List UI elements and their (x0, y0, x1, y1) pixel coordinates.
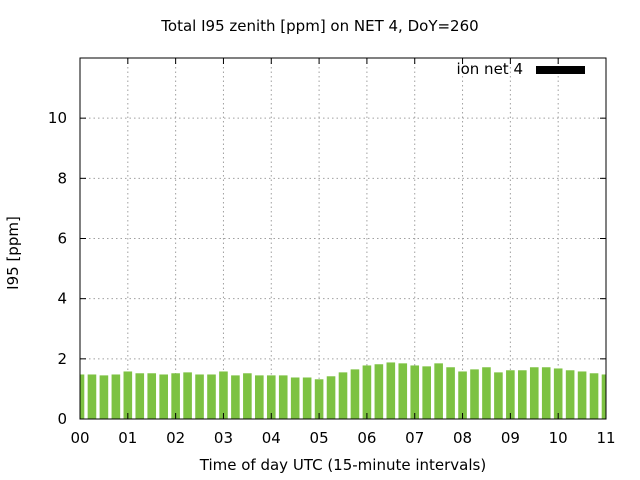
bar (290, 377, 300, 419)
bar (470, 369, 479, 419)
bar (482, 367, 491, 419)
bar (159, 374, 168, 419)
x-tick-label: 08 (453, 429, 472, 447)
legend-label: ion net 4 (456, 60, 523, 78)
y-axis-label: I95 [ppm] (4, 216, 22, 290)
x-tick-label: 04 (262, 429, 281, 447)
bar (589, 373, 599, 419)
bar (278, 375, 288, 419)
bar (207, 374, 216, 419)
bar (243, 373, 252, 419)
bar (434, 363, 443, 419)
y-tick-label: 2 (57, 350, 67, 368)
bar (446, 367, 455, 419)
x-tick-label: 02 (166, 429, 185, 447)
bar (266, 375, 276, 419)
x-axis-label: Time of day UTC (15-minute intervals) (199, 456, 487, 474)
legend-swatch (536, 66, 585, 74)
bar (350, 369, 360, 419)
bars (80, 362, 606, 419)
bar (458, 371, 467, 419)
y-tick-label: 0 (57, 410, 67, 428)
bar (123, 371, 133, 419)
y-tick-label: 8 (57, 169, 67, 187)
bar (494, 372, 503, 419)
bar (111, 374, 121, 419)
chart-title: Total I95 zenith [ppm] on NET 4, DoY=260 (161, 17, 479, 35)
bar (422, 366, 431, 419)
bar (231, 375, 240, 419)
bar (314, 379, 324, 419)
bar (506, 370, 515, 419)
bar (541, 367, 551, 419)
bar (553, 368, 563, 419)
bar (518, 370, 527, 419)
bar (398, 363, 408, 419)
x-tick-label: 11 (596, 429, 615, 447)
bar (326, 376, 336, 419)
x-tick-label: 03 (214, 429, 233, 447)
bar (99, 375, 109, 419)
x-tick-label: 01 (118, 429, 137, 447)
bar (302, 377, 312, 419)
plot-frame (79, 57, 607, 420)
bar (577, 371, 587, 419)
bar (135, 373, 145, 419)
bar (374, 364, 384, 419)
bar (410, 365, 420, 419)
bar (219, 371, 228, 419)
x-tick-label: 09 (501, 429, 520, 447)
x-tick-label: 00 (70, 429, 89, 447)
bar (529, 367, 539, 419)
bar (338, 372, 348, 419)
bar (195, 374, 204, 419)
y-tick-label: 6 (57, 230, 67, 248)
bar (255, 375, 264, 419)
bar (386, 362, 396, 419)
bar (147, 373, 157, 419)
grid-lines (80, 58, 606, 419)
x-tick-label: 05 (310, 429, 329, 447)
bar (80, 374, 85, 419)
bar (171, 373, 180, 419)
bar (87, 374, 97, 419)
bar (601, 374, 606, 419)
x-tick-label: 07 (405, 429, 424, 447)
bar (565, 370, 575, 419)
x-tick-label: 10 (549, 429, 568, 447)
bar (183, 372, 192, 419)
y-tick-label: 4 (57, 290, 67, 308)
y-tick-label: 10 (48, 109, 67, 127)
bar (362, 365, 372, 419)
x-tick-label: 06 (357, 429, 376, 447)
